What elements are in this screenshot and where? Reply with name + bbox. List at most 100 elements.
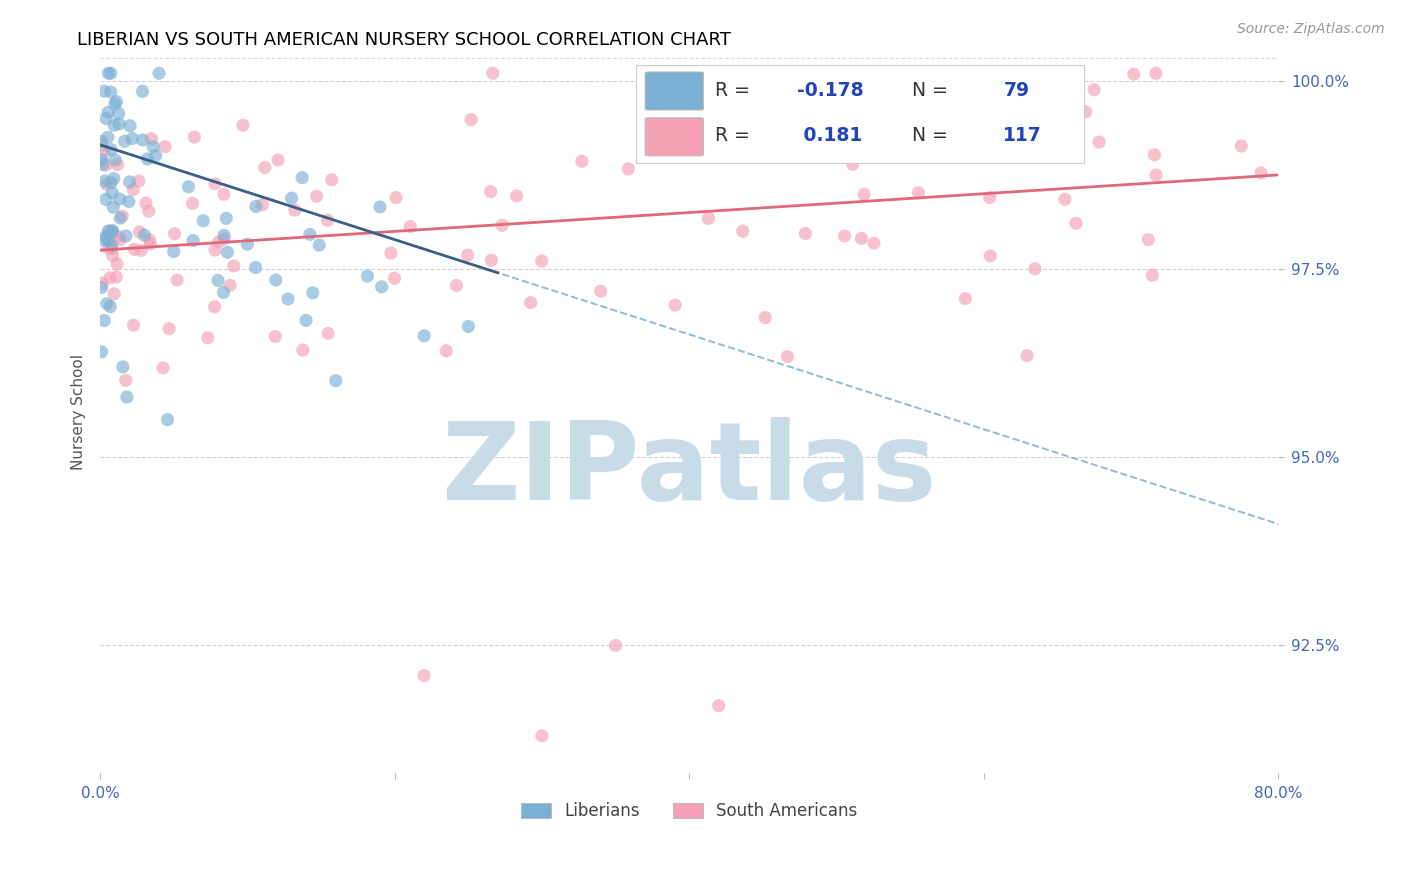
Point (145, 148, 167, 162)
Point (754, 310, 776, 325)
Point (1083, 83, 1105, 97)
Point (101, 241, 124, 255)
Point (215, 211, 238, 226)
Point (987, 67, 1010, 81)
Point (519, 295, 541, 310)
Point (841, 157, 863, 171)
Point (93, 313, 115, 327)
Point (530, 729, 553, 743)
Point (245, 199, 267, 213)
Point (907, 186, 929, 200)
Point (267, 153, 290, 167)
Point (697, 211, 720, 226)
Point (1053, 192, 1076, 206)
Point (103, 200, 125, 214)
Point (103, 171, 125, 186)
Point (530, 254, 553, 268)
Point (1024, 261, 1046, 276)
Point (637, 94, 659, 108)
Point (1017, 349, 1039, 363)
Point (93, 233, 115, 247)
Point (166, 273, 188, 287)
Point (204, 243, 226, 257)
Point (98, 300, 121, 314)
Point (413, 328, 436, 343)
Point (245, 260, 267, 275)
Point (107, 157, 129, 171)
Point (134, 227, 156, 242)
Point (834, 229, 856, 244)
Point (100, 143, 122, 157)
Point (97, 241, 120, 255)
Point (177, 179, 200, 194)
Point (107, 229, 129, 244)
Point (193, 214, 215, 228)
Point (90, 138, 112, 153)
Point (1088, 135, 1111, 149)
Point (1122, 67, 1144, 81)
Point (183, 130, 205, 145)
Point (212, 228, 235, 243)
Point (460, 112, 482, 127)
Point (277, 292, 299, 306)
Point (90, 344, 112, 359)
Point (93, 145, 115, 160)
Point (505, 189, 527, 203)
Point (1053, 103, 1076, 117)
Point (368, 200, 391, 214)
Point (108, 117, 131, 131)
Point (128, 174, 150, 188)
Point (252, 197, 274, 211)
Point (284, 203, 307, 218)
Point (1137, 233, 1160, 247)
Point (446, 278, 468, 293)
Point (589, 284, 612, 298)
Point (122, 318, 145, 333)
Point (671, 137, 693, 152)
Point (115, 229, 138, 244)
Point (152, 361, 174, 376)
Point (217, 245, 239, 260)
Point (141, 132, 163, 146)
Point (370, 280, 392, 294)
Point (181, 234, 204, 248)
Point (853, 187, 876, 202)
Point (264, 273, 287, 287)
Text: ZIPatlas: ZIPatlas (441, 417, 936, 523)
Point (384, 271, 406, 285)
Point (157, 322, 180, 336)
Point (197, 331, 219, 345)
Point (617, 161, 640, 176)
Point (571, 154, 593, 169)
Point (114, 373, 136, 387)
Point (96, 178, 118, 192)
Point (212, 285, 235, 300)
Point (108, 192, 131, 206)
Point (100, 176, 122, 190)
Point (481, 253, 503, 268)
Point (898, 136, 921, 151)
Text: Source: ZipAtlas.com: Source: ZipAtlas.com (1237, 22, 1385, 37)
Point (105, 270, 128, 285)
Point (110, 211, 132, 225)
Point (101, 248, 124, 262)
Point (204, 300, 226, 314)
Point (148, 66, 170, 80)
Point (308, 238, 330, 252)
Point (851, 231, 873, 245)
Point (121, 131, 143, 145)
Point (301, 285, 323, 300)
Point (97, 224, 120, 238)
Point (138, 233, 160, 247)
Point (91, 276, 114, 290)
Point (479, 185, 502, 199)
Point (163, 244, 186, 259)
Point (1064, 216, 1087, 230)
Point (305, 189, 328, 203)
Point (208, 235, 231, 249)
Point (979, 249, 1001, 263)
Point (90, 135, 112, 149)
Point (90, 280, 112, 294)
Point (97, 105, 120, 120)
Point (316, 326, 339, 341)
